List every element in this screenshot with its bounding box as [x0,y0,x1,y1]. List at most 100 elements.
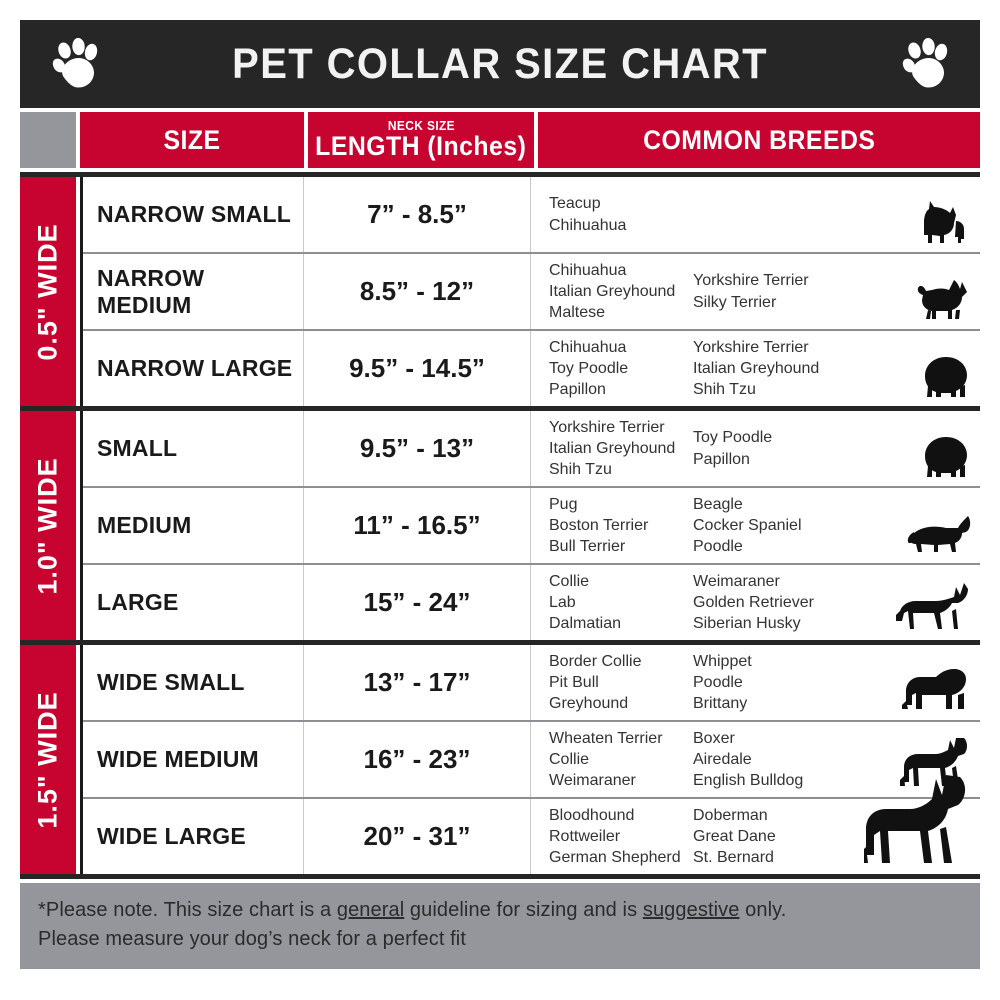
breed-name: Lab [549,593,576,611]
cell-common-breeds: Border Collie Pit Bull Greyhound Whippet Poo… [531,645,980,720]
column-header-length: NECK SIZE LENGTH (Inches) [308,112,534,168]
table-header-row: SIZE NECK SIZE LENGTH (Inches) COMMON BR… [20,112,980,168]
footer-line-1: *Please note. This size chart is a gener… [38,899,787,921]
breed-name: Boston Terrier [549,516,649,534]
table-row: SMALL 9.5” - 13” Yorkshire Terrier Italian … [83,411,980,488]
breed-column-1: Teacup Chihuahua [549,193,693,235]
breed-name: Silky Terrier [693,293,777,311]
breed-column-2: Yorkshire Terrier Silky Terrier [693,270,843,312]
group-width-label-text: 1.5" WIDE [32,690,63,829]
breed-name: Maltese [549,304,606,322]
breed-name: Border Collie [549,652,642,670]
breed-name: Doberman [693,806,768,824]
size-group: 0.5" WIDE NARROW SMALL 7” - 8.5” Teacup Chih… [20,172,980,411]
column-header-breeds: COMMON BREEDS [538,112,980,168]
table-row: WIDE MEDIUM 16” - 23” Wheaten Terrier Colli… [83,722,980,799]
breed-name: Dalmatian [549,615,622,633]
page-title: PET COLLAR SIZE CHART [232,39,768,88]
breed-column-1: Wheaten Terrier Collie Weimaraner [549,728,693,791]
breed-column-1: Chihuahua Toy Poodle Papillon [549,337,693,400]
breed-name: Greyhound [549,695,629,713]
breed-name: Chihuahua [549,261,627,279]
breed-name: Whippet [693,652,752,670]
cell-size-name: WIDE LARGE [83,799,304,874]
header-spacer-cell [20,112,76,168]
breed-name: Collie [549,572,590,590]
size-group: 1.0" WIDE SMALL 9.5” - 13” Yorkshire Terrie… [20,411,980,645]
breed-name: English Bulldog [693,772,804,790]
cell-neck-length: 9.5” - 14.5” [304,331,531,406]
breed-name: Chihuahua [549,216,627,234]
cell-common-breeds: Chihuahua Toy Poodle Papillon Yorkshire Ter… [531,331,980,406]
header-banner: PET COLLAR SIZE CHART [20,20,980,108]
breed-column-1: Collie Lab Dalmatian [549,571,693,634]
size-group: 1.5" WIDE WIDE SMALL 13” - 17” Border Colli… [20,645,980,879]
table-row: WIDE SMALL 13” - 17” Border Collie Pit Bull… [83,645,980,722]
breed-name: Rottweiler [549,827,621,845]
breed-name: Collie [549,750,590,768]
breed-name: Toy Poodle [693,429,773,447]
cell-neck-length: 15” - 24” [304,565,531,640]
breed-column-1: Border Collie Pit Bull Greyhound [549,651,693,714]
breed-name: Beagle [693,495,743,513]
breed-column-2: Beagle Cocker Spaniel Poodle [693,494,843,557]
table-body: 0.5" WIDE NARROW SMALL 7” - 8.5” Teacup Chih… [20,172,980,879]
group-width-label-text: 1.0" WIDE [32,456,63,595]
table-row: LARGE 15” - 24” Collie Lab Dalmatian Weimaran… [83,565,980,640]
group-width-label: 1.5" WIDE [20,645,76,874]
breed-column-2: Boxer Airedale English Bulldog [693,728,843,791]
cell-neck-length: 9.5” - 13” [304,411,531,486]
breed-name: Yorkshire Terrier [693,338,809,356]
breed-name: Siberian Husky [693,615,801,633]
cell-neck-length: 7” - 8.5” [304,177,531,252]
pomeranian-silhouette [920,353,972,404]
chihuahua-silhouette [914,276,972,327]
breed-name: Shih Tzu [549,461,612,479]
breed-name: Poodle [693,538,743,556]
breed-column-2: Whippet Poodle Brittany [693,651,843,714]
breed-name: Papillon [549,381,606,399]
group-width-label: 0.5" WIDE [20,177,76,406]
breed-name: Italian Greyhound [549,282,676,300]
breed-column-2: Yorkshire Terrier Italian Greyhound Shih T… [693,337,843,400]
cell-size-name: SMALL [83,411,304,486]
cell-common-breeds: Collie Lab Dalmatian Weimaraner Golden Retri… [531,565,980,640]
breed-name: Bloodhound [549,806,635,824]
cell-size-name: NARROW LARGE [83,331,304,406]
cell-size-name: NARROW SMALL [83,177,304,252]
breed-column-2: Doberman Great Dane St. Bernard [693,805,843,868]
cell-common-breeds: Bloodhound Rottweiler German Shepherd Dober… [531,775,980,874]
footer-note: *Please note. This size chart is a gener… [20,883,980,969]
cell-size-name: WIDE MEDIUM [83,722,304,797]
breed-name: German Shepherd [549,849,681,867]
group-rows: NARROW SMALL 7” - 8.5” Teacup Chihuahua NARR… [80,177,980,406]
yorkshire-terrier-silhouette [920,199,972,250]
cell-size-name: NARROW MEDIUM [83,254,304,329]
breed-name: Toy Poodle [549,359,629,377]
group-width-label: 1.0" WIDE [20,411,76,640]
breed-name: Brittany [693,695,748,713]
breed-name: Yorkshire Terrier [693,272,809,290]
cell-neck-length: 8.5” - 12” [304,254,531,329]
breed-name: Poodle [693,673,743,691]
table-row: MEDIUM 11” - 16.5” Pug Boston Terrier Bull T… [83,488,980,565]
table-row: NARROW MEDIUM 8.5” - 12” Chihuahua Italian … [83,254,980,331]
paw-print-icon [902,38,948,88]
breed-column-1: Yorkshire Terrier Italian Greyhound Shih T… [549,417,693,480]
breed-name: Boxer [693,729,735,747]
cell-neck-length: 13” - 17” [304,645,531,720]
breed-column-1: Pug Boston Terrier Bull Terrier [549,494,693,557]
breed-name: St. Bernard [693,849,774,867]
group-width-label-text: 0.5" WIDE [32,222,63,361]
breed-column-1: Bloodhound Rottweiler German Shepherd [549,805,693,868]
breed-name: Airedale [693,750,752,768]
breed-name: Weimaraner [693,572,780,590]
breed-name: Teacup [549,195,601,213]
table-row: NARROW SMALL 7” - 8.5” Teacup Chihuahua [83,177,980,254]
cell-size-name: LARGE [83,565,304,640]
bulldog-silhouette [902,665,972,718]
breed-column-2: Toy Poodle Papillon [693,427,843,469]
breed-name: Papillon [693,450,750,468]
cell-neck-length: 16” - 23” [304,722,531,797]
